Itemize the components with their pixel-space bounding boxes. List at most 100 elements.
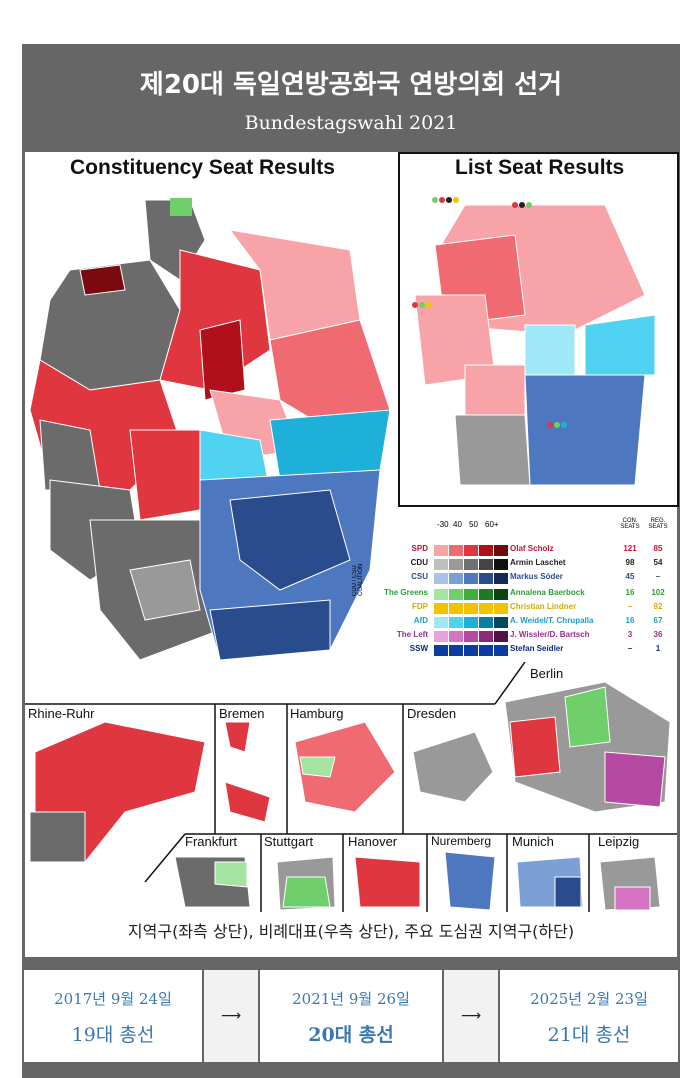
legend-swatch [464,573,478,584]
legend-swatch [464,559,478,570]
city-shape-leipzig-left [614,886,651,911]
city-shape-munich-dark [554,876,582,908]
region-green-spot [170,198,192,216]
legend-party: CSU [411,572,428,581]
seat-dot [547,422,553,428]
legend-swatch [449,573,463,584]
city-shape-bremen [224,721,271,823]
legend-swatch [494,589,508,600]
legend-swatch [449,545,463,556]
legend-swatch [494,631,508,642]
seat-dot [512,202,518,208]
legend-reg-seats: 36 [653,630,663,639]
list-saxony [584,314,656,376]
seat-dot [554,422,560,428]
legend-swatch [434,559,448,570]
legend-swatch [479,559,493,570]
legend-leader: Armin Laschet [510,558,566,567]
legend-swatch [449,559,463,570]
legend-con-seats: 45 [625,572,635,581]
legend-swatch [479,645,493,656]
title-bar: 제20대 독일연방공화국 연방의회 선거 Bundestagswahl 2021 [22,44,680,152]
legend-con-seats: 3 [627,630,633,639]
list-thuringia [524,324,576,376]
legend-con-seats: – [627,602,633,611]
legend-swatch [494,573,508,584]
legend-reg-seats: 85 [653,544,663,553]
legend-swatch [434,603,448,614]
city-label-dresden: Dresden [407,706,457,721]
timeline-arrow-2: ⟶ [444,970,498,1062]
seat-dot [453,197,459,203]
legend-reg-seats: 54 [653,558,663,567]
page-title: 제20대 독일연방공화국 연방의회 선거 [139,70,563,100]
legend-scale-label: 50 [469,520,478,529]
city-shape-berlin-green [564,686,611,748]
legend-swatch [494,603,508,614]
timeline-current: 2021년 9월 26일 20대 총선 [260,970,442,1062]
city-shape-hamburg-green [299,756,336,778]
seat-dot [432,197,438,203]
city-label-hanover: Hanover [348,834,398,849]
legend-swatch [434,631,448,642]
timeline-prev[interactable]: 2017년 9월 24일 19대 총선 [24,970,202,1062]
timeline-next-name: 21대 총선 [547,1024,631,1046]
timeline-prev-date: 2017년 9월 24일 [54,990,172,1008]
legend-swatch [479,631,493,642]
legend-reg-seats: 102 [651,588,665,597]
legend-swatch [434,589,448,600]
seat-dot [426,302,432,308]
city-shape-nuremberg [444,851,496,911]
legend-swatch [449,631,463,642]
legend-swatch [434,617,448,628]
seat-dot [419,302,425,308]
city-label-munich: Munich [512,834,554,849]
legend-swatch [479,603,493,614]
list-map [412,197,656,486]
legend-con-seats: 98 [625,558,635,567]
city-label-nuremberg: Nuremberg [431,834,492,848]
city-shape-frankfurt-green [214,861,248,888]
caption: 지역구(좌측 상단), 비례대표(우측 상단), 주요 도심권 지역구(하단) [127,922,575,941]
legend-scale-label: 60+ [485,520,499,529]
legend-swatch [479,617,493,628]
timeline-arrow-1: ⟶ [204,970,258,1062]
legend-party: The Greens [383,588,428,597]
legend: -30 40 50 60+ CON. SEATS REG. SEATS CDU / C… [350,518,680,662]
legend-con-seats: 16 [625,588,635,597]
city-shape-berlin-red [509,716,561,778]
city-shape-rhine-ruhr-grey [29,811,86,863]
legend-row: SPD Olaf Scholz 121 85 [350,544,680,558]
seat-dot [446,197,452,203]
city-shape-dresden [412,731,494,803]
city-shape-berlin-left [604,751,666,808]
legend-row: FDP Christian Lindner – 92 [350,602,680,616]
legend-leader: Annalena Baerbock [510,588,585,597]
legend-leader: Stefan Seidler [510,644,564,653]
legend-swatch [479,545,493,556]
constituency-heading: Constituency Seat Results [70,156,335,179]
legend-swatch [449,589,463,600]
legend-swatch [494,545,508,556]
timeline-current-name: 20대 총선 [308,1024,394,1046]
city-label-stuttgart: Stuttgart [264,834,314,849]
timeline-next[interactable]: 2025년 2월 23일 21대 총선 [500,970,678,1062]
legend-swatch [464,631,478,642]
legend-swatch [449,617,463,628]
timeline-next-date: 2025년 2월 23일 [530,990,648,1008]
legend-con-header: CON. SEATS [620,518,640,530]
legend-reg-header: REG. SEATS [648,518,668,530]
city-label-rhine-ruhr: Rhine-Ruhr [28,706,95,721]
legend-swatch [434,645,448,656]
legend-swatch [494,645,508,656]
seat-dots-group [412,197,567,428]
timeline-prev-name: 19대 총선 [71,1024,155,1046]
legend-row: The Greens Annalena Baerbock 16 102 [350,588,680,602]
legend-swatch [434,573,448,584]
legend-reg-seats: 92 [653,602,663,611]
legend-leader: J. Wissler/D. Bartsch [510,630,590,639]
legend-scale-label: 40 [453,520,462,529]
legend-party: The Left [396,630,428,639]
region-bw-light [129,559,201,621]
legend-row: SSW Stefan Seidler – 1 [350,644,680,658]
